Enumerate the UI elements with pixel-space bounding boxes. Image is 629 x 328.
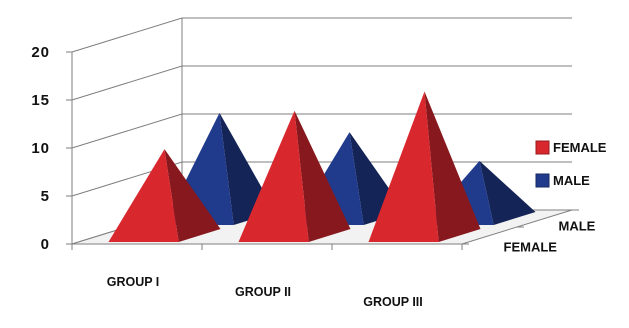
depth-series-label: FEMALE [504,240,558,255]
depth-series-label: MALE [559,219,596,234]
pyramid-front-face [368,91,439,242]
pyramid-front-face [238,110,309,242]
pyramid-side-face [294,110,351,242]
gridline [71,113,572,149]
legend-label-male: MALE [553,173,590,188]
legend-label-female: FEMALE [553,140,607,155]
pyramid-front-face [108,149,179,242]
pyramid-side-face [479,160,536,225]
legend-swatch-male [535,173,550,188]
pyramids-layer [108,91,536,242]
y-tick-label: 20 [31,44,50,61]
pyramid-side-face [424,91,481,242]
gridline [71,17,572,53]
legend-swatch-female [535,140,550,155]
y-tick-label: 5 [41,188,50,205]
x-category-label: GROUP I [107,275,160,289]
gridline [71,65,572,101]
pyramid-side-face [164,149,221,242]
y-tick-label: 0 [41,236,50,253]
y-tick-label: 10 [31,140,50,157]
legend: FEMALE MALE [535,140,607,188]
pyramid-female-2 [238,110,351,242]
pyramid-female-1 [108,149,221,242]
x-category-label: GROUP II [235,285,291,299]
y-tick-label: 15 [31,92,50,109]
x-category-label: GROUP III [363,295,423,309]
pyramid-female-3 [368,91,481,242]
